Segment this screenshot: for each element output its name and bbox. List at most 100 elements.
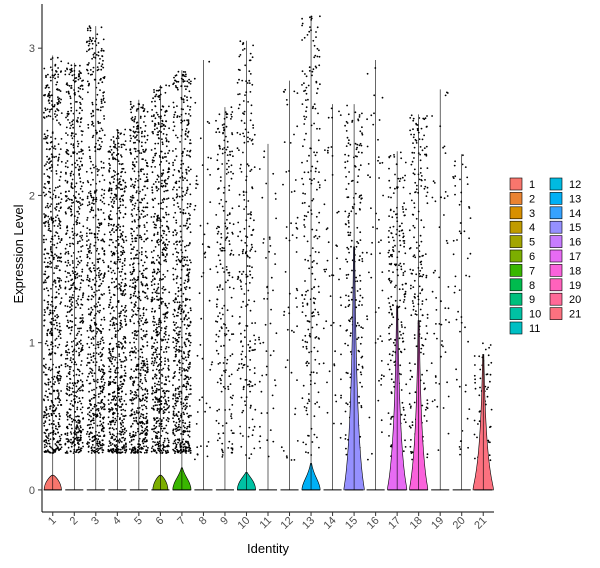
jitter-point [151, 171, 154, 174]
jitter-point [78, 288, 81, 291]
jitter-point [164, 244, 166, 247]
jitter-point [49, 260, 52, 263]
jitter-point [135, 331, 138, 333]
jitter-point [139, 380, 142, 383]
jitter-point [74, 337, 77, 340]
jitter-point [207, 156, 210, 159]
jitter-point [120, 146, 123, 149]
jitter-point [81, 389, 84, 392]
jitter-point [101, 201, 104, 203]
jitter-point [71, 262, 74, 264]
jitter-point [215, 419, 218, 422]
jitter-point [205, 402, 208, 405]
jitter-point [93, 291, 96, 294]
jitter-point [176, 415, 179, 417]
jitter-point [109, 427, 111, 429]
jitter-point [110, 139, 113, 141]
jitter-point [143, 173, 146, 176]
jitter-point [166, 243, 169, 246]
jitter-point [141, 429, 144, 432]
jitter-point [69, 174, 72, 177]
jitter-point [76, 159, 78, 162]
jitter-point [98, 148, 101, 151]
jitter-point [154, 122, 156, 125]
jitter-point [43, 137, 45, 140]
jitter-point [98, 222, 101, 225]
jitter-point [81, 234, 83, 237]
jitter-point [135, 352, 137, 354]
jitter-point [119, 236, 122, 239]
jitter-point [81, 203, 84, 206]
jitter-point [142, 314, 145, 317]
jitter-point [71, 404, 74, 407]
jitter-point [114, 417, 117, 420]
jitter-point [100, 223, 103, 226]
jitter-point [97, 238, 100, 241]
jitter-point [154, 100, 156, 103]
jitter-point [93, 372, 96, 375]
jitter-point [225, 113, 228, 116]
jitter-point [56, 119, 58, 122]
jitter-point [163, 391, 166, 394]
jitter-point [44, 279, 47, 281]
jitter-point [92, 417, 95, 420]
jitter-point [92, 125, 95, 127]
jitter-point [182, 265, 185, 267]
jitter-point [146, 392, 149, 395]
jitter-point [120, 366, 123, 369]
jitter-point [102, 66, 105, 69]
jitter-point [43, 133, 46, 136]
jitter-point [223, 271, 226, 273]
jitter-point [159, 364, 162, 367]
jitter-point [227, 385, 230, 388]
jitter-point [47, 303, 50, 306]
jitter-point [91, 57, 93, 60]
jitter-point [215, 265, 218, 268]
jitter-point [101, 63, 104, 66]
jitter-point [175, 74, 178, 77]
jitter-point [78, 169, 80, 172]
jitter-point [76, 276, 79, 279]
jitter-point [163, 402, 166, 405]
jitter-point [59, 404, 62, 406]
jitter-point [176, 448, 178, 451]
jitter-point [66, 229, 69, 232]
jitter-point [175, 221, 178, 224]
jitter-point [189, 344, 191, 347]
jitter-point [70, 433, 73, 435]
jitter-point [134, 287, 136, 290]
jitter-point [158, 399, 161, 401]
jitter-point [156, 215, 159, 218]
jitter-point [98, 230, 100, 232]
jitter-point [166, 341, 169, 344]
jitter-point [140, 236, 143, 239]
jitter-point [80, 386, 82, 388]
jitter-point [179, 240, 181, 243]
jitter-point [124, 181, 127, 184]
jitter-point [165, 140, 168, 143]
jitter-point [91, 369, 94, 372]
jitter-point [178, 349, 181, 352]
jitter-point [240, 445, 243, 448]
jitter-point [45, 115, 48, 118]
jitter-point [160, 395, 163, 398]
jitter-point [176, 232, 178, 234]
jitter-point [225, 369, 227, 371]
jitter-point [81, 296, 84, 299]
jitter-point [112, 448, 115, 450]
jitter-point [115, 428, 118, 430]
jitter-point [131, 263, 134, 266]
jitter-point [120, 441, 123, 443]
jitter-point [244, 64, 247, 67]
jitter-point [166, 316, 168, 319]
jitter-point [53, 412, 55, 415]
jitter-point [69, 408, 72, 411]
jitter-point [132, 294, 135, 297]
jitter-point [223, 247, 225, 250]
jitter-point [182, 402, 185, 405]
jitter-point [102, 339, 104, 342]
jitter-point [55, 444, 58, 447]
jitter-point [55, 155, 57, 158]
jitter-point [129, 108, 132, 111]
jitter-point [156, 217, 159, 220]
